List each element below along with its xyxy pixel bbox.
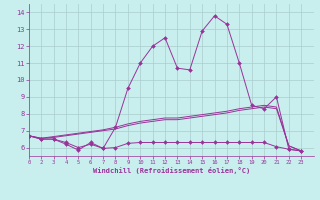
X-axis label: Windchill (Refroidissement éolien,°C): Windchill (Refroidissement éolien,°C) bbox=[92, 167, 250, 174]
